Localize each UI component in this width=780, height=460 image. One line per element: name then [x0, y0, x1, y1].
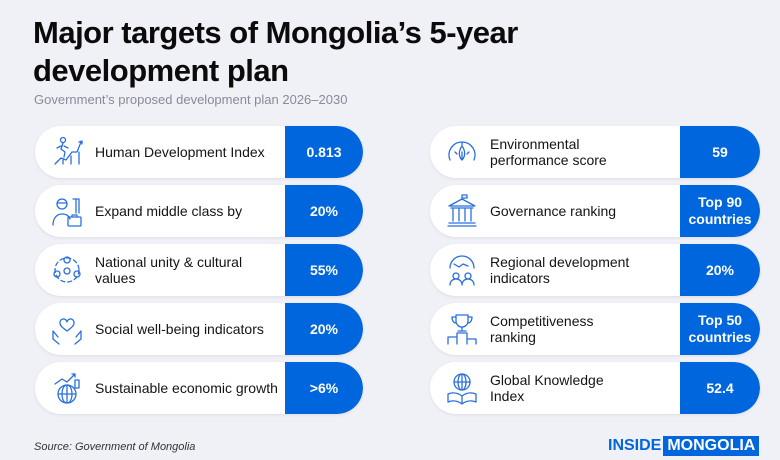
left-column: Human Development Index 0.813 Expand middl… — [35, 126, 363, 414]
target-value: 20% — [285, 185, 363, 237]
target-card: National unity & cultural values 55% — [35, 244, 363, 296]
target-card: Competitiveness ranking Top 50 countries — [430, 303, 760, 355]
target-value: 20% — [680, 244, 760, 296]
source-note: Source: Government of Mongolia — [34, 441, 196, 453]
target-label: Expand middle class by — [95, 203, 243, 219]
target-label: Sustainable economic growth — [95, 380, 278, 396]
right-column: Environmental performance score 59 Governa… — [430, 126, 760, 414]
people-circle-icon — [53, 256, 81, 283]
target-card: Human Development Index 0.813 — [35, 126, 363, 178]
target-label: Regional development indicators — [490, 254, 630, 286]
page-title: Major targets of Mongolia’s 5-year develo… — [33, 15, 518, 88]
target-value: Top 50 countries — [680, 303, 760, 355]
heart-hands-icon — [52, 318, 82, 345]
target-label: Governance ranking — [490, 203, 617, 219]
target-card: Expand middle class by 20% — [35, 185, 363, 237]
target-label: Environmental performance score — [490, 136, 607, 168]
target-card: Sustainable economic growth >6% — [35, 362, 363, 414]
target-value: >6% — [285, 362, 363, 414]
target-label: Human Development Index — [95, 144, 265, 160]
target-value: 52.4 — [680, 362, 760, 414]
target-card: Global Knowledge Index 52.4 — [430, 362, 760, 414]
target-card: Governance ranking Top 90 countries — [430, 185, 760, 237]
government-building-icon — [447, 194, 477, 227]
climbing-person-icon — [54, 136, 83, 165]
inside-mongolia-logo: INSIDE MONGOLIA — [606, 436, 760, 456]
target-value: 0.813 — [285, 126, 363, 178]
region-map-people-icon — [449, 255, 475, 286]
target-value: 59 — [680, 126, 760, 178]
target-value: 55% — [285, 244, 363, 296]
subtitle: Government’s proposed development plan 2… — [34, 92, 348, 107]
target-label: National unity & cultural values — [95, 254, 243, 286]
target-card: Environmental performance score 59 — [430, 126, 760, 178]
globe-book-icon — [447, 373, 477, 405]
gauge-leaf-icon — [448, 141, 476, 161]
target-value: Top 90 countries — [680, 185, 760, 237]
businessman-briefcase-icon — [52, 198, 82, 227]
globe-growth-chart-icon — [54, 373, 80, 404]
target-card: Regional development indicators 20% — [430, 244, 760, 296]
target-card: Social well-being indicators 20% — [35, 303, 363, 355]
trophy-podium-icon — [447, 314, 477, 345]
target-label: Competitiveness ranking — [490, 313, 594, 345]
target-value: 20% — [285, 303, 363, 355]
target-label: Global Knowledge Index — [490, 372, 604, 404]
target-label: Social well-being indicators — [95, 321, 264, 337]
